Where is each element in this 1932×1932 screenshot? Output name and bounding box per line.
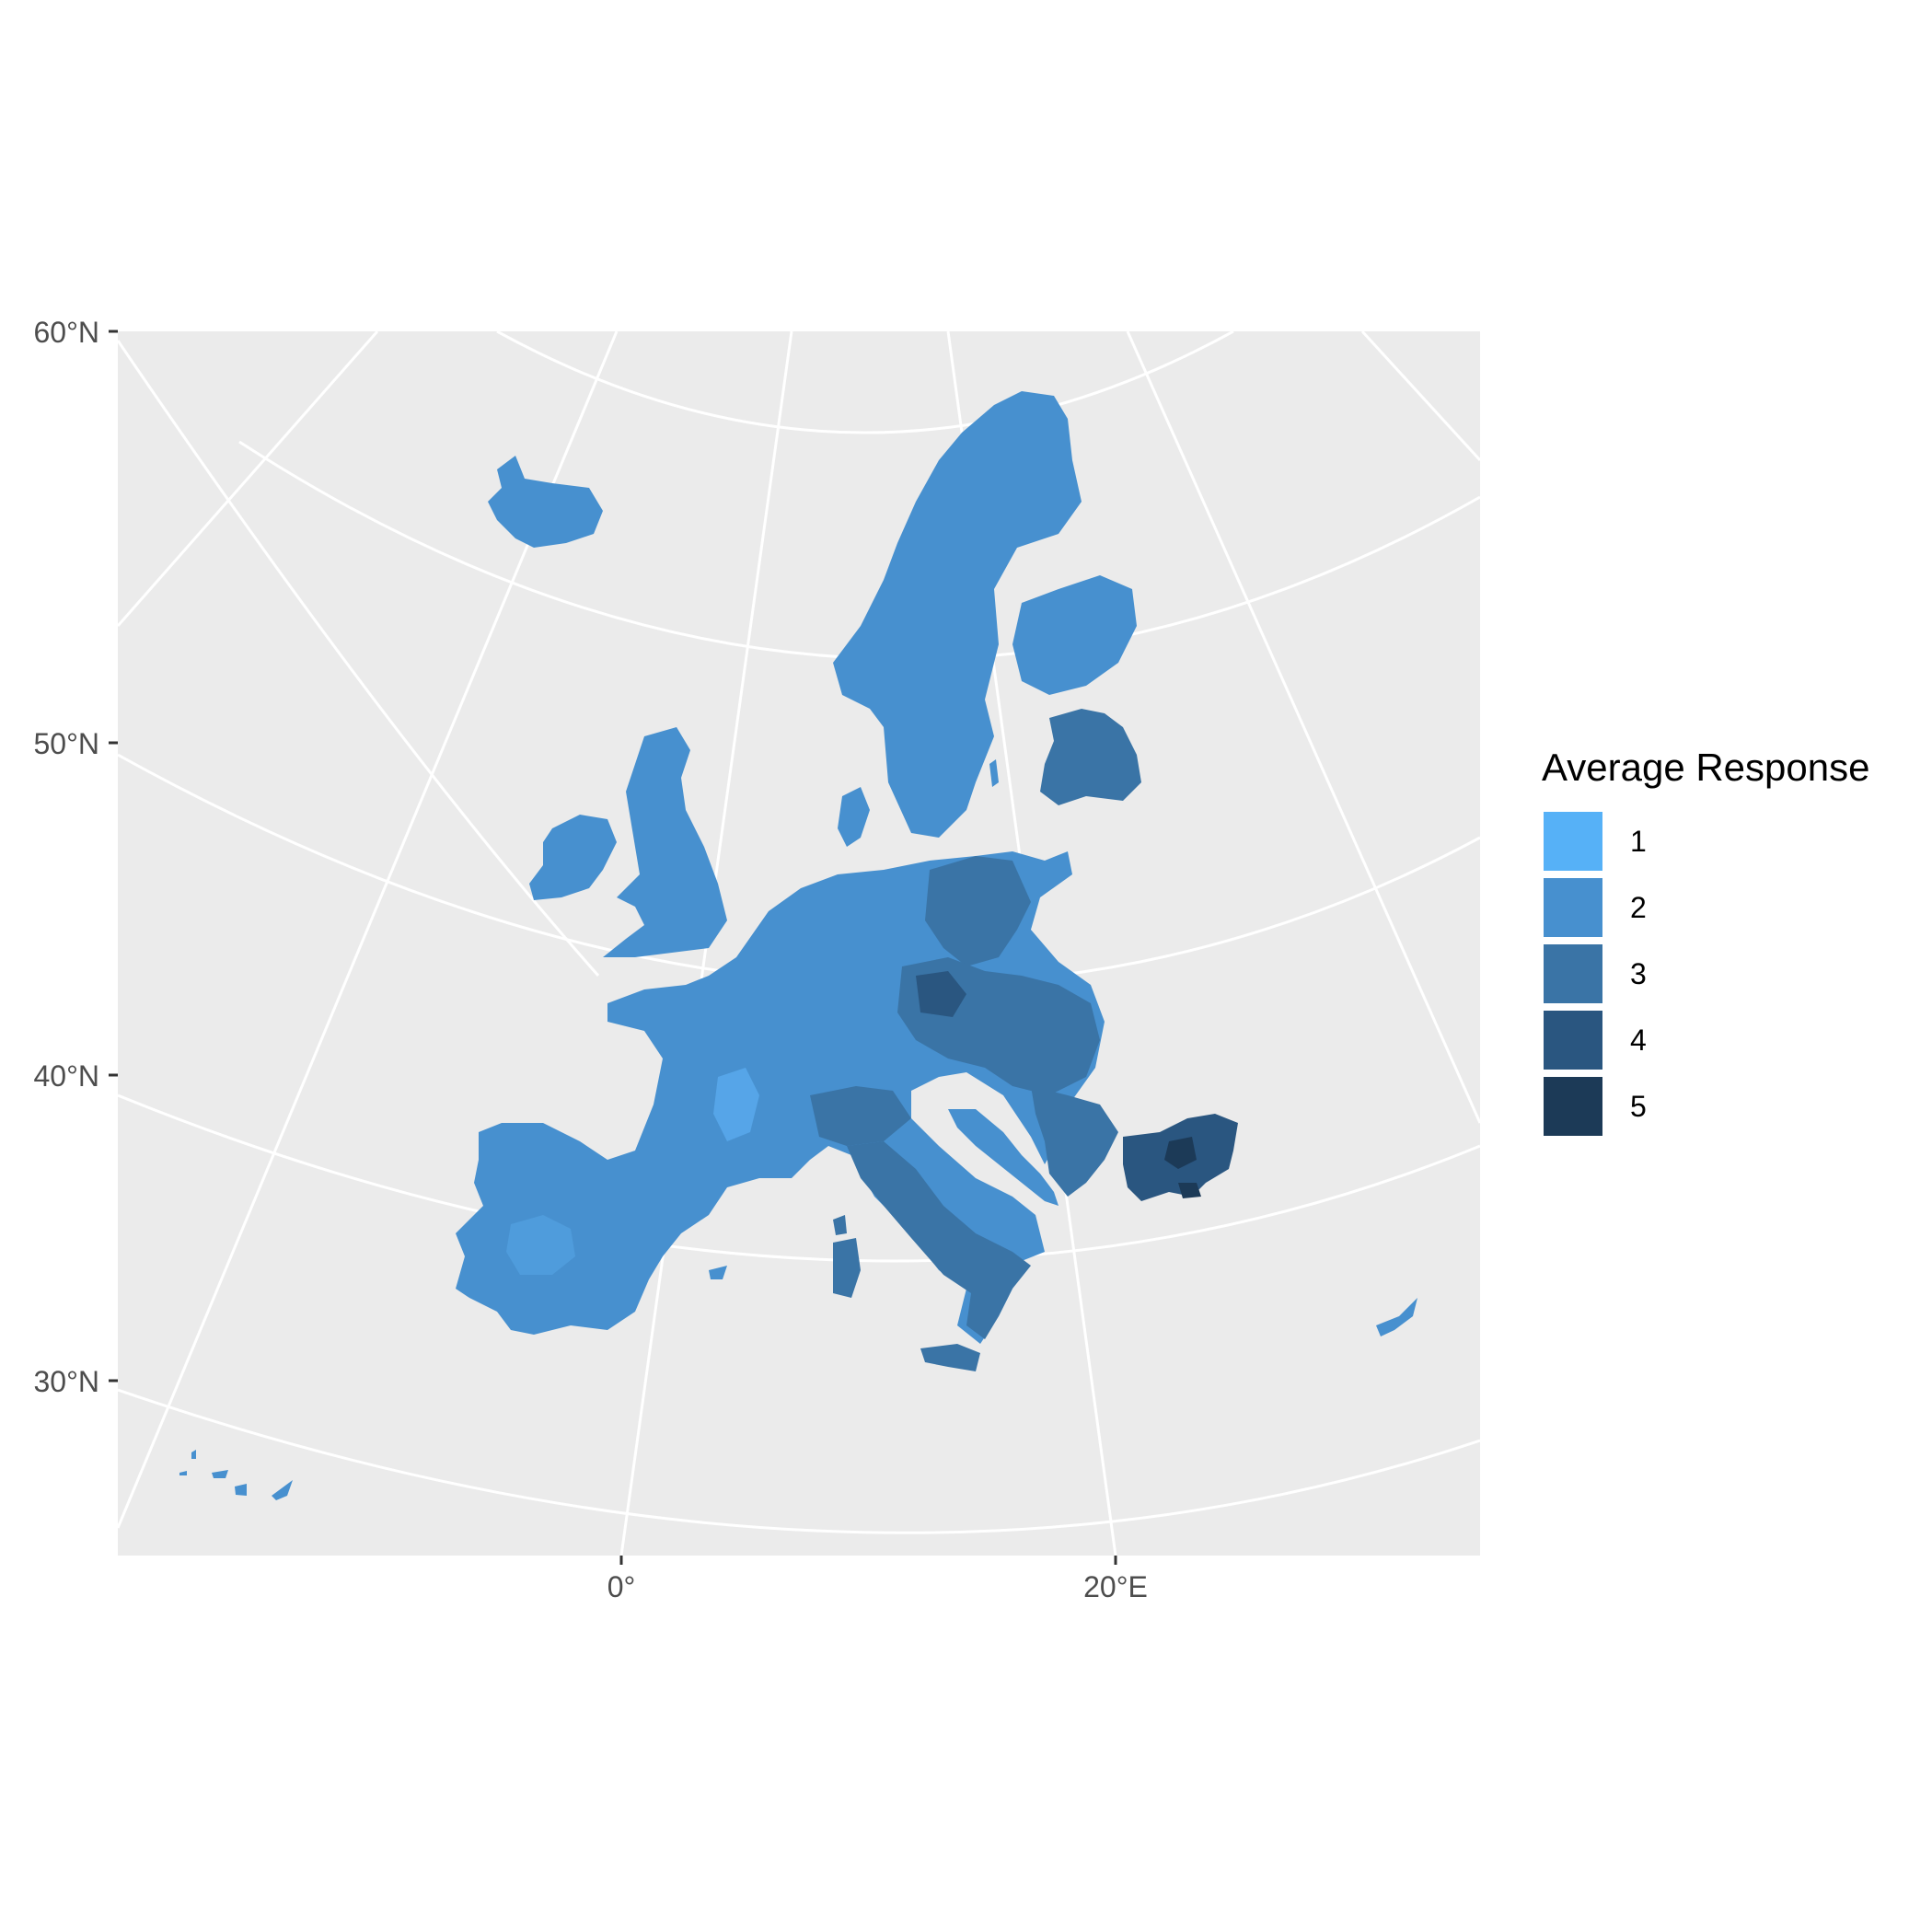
region-bulgaria-dark-2 [1178, 1183, 1201, 1198]
region-baltics [1040, 709, 1141, 805]
y-tick-label: 50°N [34, 727, 100, 760]
region-ireland [529, 815, 617, 900]
region-gotland [989, 759, 999, 787]
region-central-spain [506, 1215, 575, 1275]
legend-label: 4 [1630, 1023, 1647, 1057]
region-sicily [920, 1344, 980, 1371]
region-central-france [713, 1068, 759, 1141]
legend-swatch [1542, 1075, 1604, 1138]
legend-label: 2 [1630, 890, 1647, 924]
region-great-britain [603, 727, 727, 957]
legend-swatch [1542, 810, 1604, 873]
y-tick-label: 30°N [34, 1365, 100, 1398]
y-tick-label: 40°N [34, 1059, 100, 1093]
legend-item: 4 [1542, 1007, 1869, 1073]
legend-item: 2 [1542, 874, 1869, 941]
legend: Average Response 1 2 3 4 5 [1542, 746, 1869, 1140]
y-tick-label: 60°N [34, 316, 100, 349]
region-corsica [833, 1215, 847, 1235]
x-axis: 0° 20°E [607, 1556, 1148, 1603]
regions [179, 391, 1417, 1500]
legend-label: 1 [1630, 824, 1647, 858]
region-canary-3 [272, 1480, 293, 1500]
x-tick-label: 20°E [1083, 1570, 1148, 1603]
legend-label: 5 [1630, 1089, 1647, 1123]
region-canary-2 [235, 1484, 247, 1496]
region-sardinia [833, 1238, 861, 1298]
region-serbia-croatia [1031, 1086, 1118, 1197]
legend-swatch [1542, 1009, 1604, 1071]
region-alps [810, 1086, 911, 1146]
region-slovakia-dark [916, 971, 966, 1017]
region-cyprus [1376, 1298, 1417, 1336]
region-denmark [838, 787, 870, 847]
x-tick-label: 0° [607, 1570, 636, 1603]
legend-title: Average Response [1542, 746, 1870, 789]
region-canary-1 [212, 1470, 228, 1478]
region-canary-5 [179, 1471, 187, 1475]
y-axis: 60°N 50°N 40°N 30°N [34, 316, 118, 1398]
legend-item: 1 [1542, 808, 1869, 874]
legend-swatch [1542, 876, 1604, 939]
region-iceland [488, 456, 603, 548]
legend-item: 3 [1542, 941, 1869, 1007]
legend-swatch [1542, 943, 1604, 1005]
region-poland-east [925, 856, 1031, 966]
region-balkans [948, 1109, 1059, 1206]
legend-item: 5 [1542, 1073, 1869, 1140]
region-finland [1012, 575, 1137, 695]
region-italy [847, 1141, 1031, 1339]
region-canary-4 [191, 1450, 196, 1459]
legend-label: 3 [1630, 956, 1647, 990]
region-scandinavia [833, 391, 1082, 838]
region-balearics [709, 1266, 727, 1279]
region-bulgaria-dark [1164, 1137, 1197, 1169]
